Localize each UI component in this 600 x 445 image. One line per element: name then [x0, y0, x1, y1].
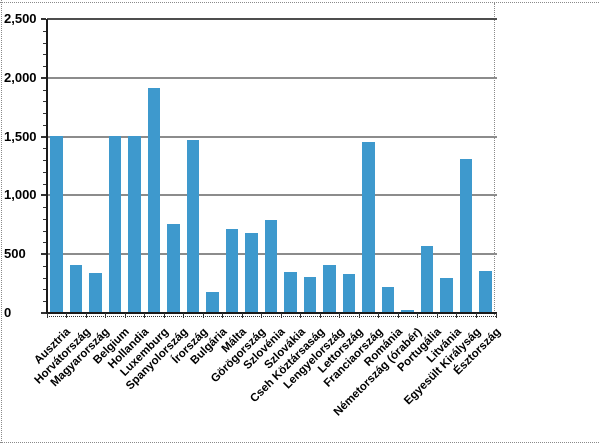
x-tick [85, 313, 87, 318]
x-tick [280, 313, 282, 318]
y-minor-tick [43, 171, 47, 173]
bar [381, 287, 395, 312]
bar [401, 310, 414, 312]
y-axis-label: 1,500 [4, 128, 37, 144]
x-tick [66, 313, 68, 318]
x-tick [300, 313, 302, 318]
y-tick [41, 194, 46, 197]
y-axis-line [45, 18, 48, 315]
y-minor-tick [43, 30, 47, 32]
bar [362, 142, 375, 312]
x-tick [417, 313, 419, 318]
y-minor-tick [43, 124, 47, 126]
bar [264, 220, 278, 312]
plot-right-dotted-border [494, 3, 495, 315]
y-tick [41, 76, 46, 79]
y-tick [41, 18, 46, 21]
image-border-top [0, 2, 599, 3]
y-minor-tick [43, 42, 47, 44]
y-minor-tick [43, 242, 47, 244]
x-axis-line [45, 312, 497, 314]
y-minor-tick [43, 207, 47, 209]
bar [69, 265, 83, 312]
bar [479, 271, 492, 312]
bar [89, 273, 102, 312]
x-minor-tick-line [46, 316, 496, 317]
y-minor-tick [43, 218, 47, 220]
y-minor-tick [43, 54, 47, 56]
x-tick [358, 313, 360, 318]
bar [303, 277, 317, 312]
y-tick [41, 253, 46, 256]
bar [50, 136, 63, 312]
gridline [46, 18, 497, 21]
x-tick [261, 313, 263, 318]
gridline [46, 76, 497, 79]
bar [342, 274, 356, 312]
x-tick [222, 313, 224, 318]
x-tick [124, 313, 126, 318]
x-tick [319, 313, 321, 318]
bar [284, 272, 297, 312]
bar [225, 229, 239, 312]
y-tick [41, 135, 46, 138]
bar [206, 292, 219, 312]
y-minor-tick [43, 265, 47, 267]
x-tick [241, 313, 243, 318]
x-tick [378, 313, 380, 318]
gridline [46, 135, 497, 138]
y-minor-tick [43, 230, 47, 232]
x-tick [339, 313, 341, 318]
bar [147, 88, 161, 312]
bar [420, 246, 434, 312]
bar [323, 265, 336, 312]
x-tick [144, 313, 146, 318]
bar [167, 224, 180, 312]
y-axis-label: 2,500 [4, 11, 37, 27]
y-minor-tick [43, 89, 47, 91]
y-minor-tick [43, 289, 47, 291]
y-axis-label: 1,000 [4, 187, 37, 203]
x-tick [183, 313, 185, 318]
y-axis-label: 0 [4, 305, 12, 320]
x-tick [163, 313, 165, 318]
bar [128, 136, 141, 312]
x-tick [46, 313, 48, 318]
y-minor-tick [43, 277, 47, 279]
y-tick [41, 312, 46, 314]
bar [245, 233, 258, 312]
x-tick [397, 313, 399, 318]
y-minor-tick [43, 66, 47, 68]
x-tick [436, 313, 438, 318]
image-border-bottom [0, 442, 599, 443]
y-minor-tick [43, 101, 47, 103]
y-axis-label: 500 [4, 246, 26, 262]
y-minor-tick [43, 160, 47, 162]
y-minor-tick [43, 148, 47, 150]
bar [440, 278, 453, 312]
bar [186, 140, 200, 312]
x-tick [495, 313, 497, 318]
x-tick [202, 313, 204, 318]
y-minor-tick [43, 113, 47, 115]
bar [108, 136, 122, 312]
image-border-left [1, 0, 2, 443]
y-minor-tick [43, 301, 47, 303]
x-tick [105, 313, 107, 318]
y-minor-tick [43, 183, 47, 185]
gridline [46, 194, 497, 197]
x-tick [456, 313, 458, 318]
bar [459, 159, 473, 312]
y-axis-label: 2,000 [4, 69, 37, 85]
x-tick [475, 313, 477, 318]
